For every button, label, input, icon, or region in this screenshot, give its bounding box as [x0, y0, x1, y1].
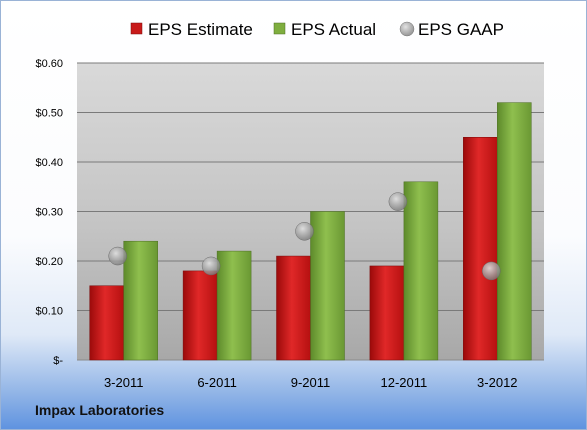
legend-label: EPS Estimate: [148, 20, 253, 39]
bar-eps-actual: [497, 102, 532, 361]
bar-eps-actual: [216, 250, 252, 361]
legend-marker-eps-gaap: [399, 21, 415, 37]
bar-eps-actual: [123, 240, 158, 361]
marker-eps-gaap: [388, 192, 408, 211]
bar-eps-estimate: [182, 270, 218, 361]
y-axis-ticks: $- $0.10 $0.20 $0.30 $0.40 $0.50 $0.60: [35, 58, 63, 367]
y-tick-label: $0.20: [35, 256, 63, 268]
legend-label: EPS GAAP: [418, 20, 504, 39]
company-name: Impax Laboratories: [35, 402, 165, 418]
x-tick-label: 12-2011: [381, 375, 428, 390]
bars: [89, 102, 532, 361]
bar-eps-actual: [403, 181, 439, 361]
x-axis-ticks: 3-2011 6-2011 9-2011 12-2011 3-2012: [104, 375, 518, 390]
x-tick-label: 3-2012: [477, 375, 517, 390]
y-tick-label: $0.40: [35, 157, 63, 169]
legend: EPS Estimate EPS Actual EPS GAAP: [130, 20, 504, 39]
bar-eps-estimate: [276, 255, 311, 361]
gaap-markers: [108, 192, 501, 281]
marker-eps-gaap: [482, 261, 501, 281]
bar-eps-estimate: [89, 285, 124, 361]
y-tick-label: $0.50: [35, 108, 63, 120]
marker-eps-gaap: [295, 222, 314, 241]
bar-eps-estimate: [369, 265, 405, 361]
bar-eps-estimate: [463, 137, 498, 361]
y-tick-label: $-: [53, 355, 63, 367]
marker-eps-gaap: [108, 246, 127, 266]
legend-swatch-eps-estimate: [130, 22, 143, 35]
bar-eps-actual: [310, 211, 345, 361]
marker-eps-gaap: [201, 256, 221, 276]
legend-label: EPS Actual: [291, 20, 376, 39]
x-tick-label: 3-2011: [104, 375, 144, 390]
y-tick-label: $0.30: [35, 207, 63, 219]
y-tick-label: $0.60: [35, 58, 63, 70]
legend-swatch-eps-actual: [273, 22, 286, 35]
x-tick-label: 9-2011: [291, 375, 331, 390]
x-tick-label: 6-2011: [197, 375, 237, 390]
y-tick-label: $0.10: [35, 306, 63, 318]
